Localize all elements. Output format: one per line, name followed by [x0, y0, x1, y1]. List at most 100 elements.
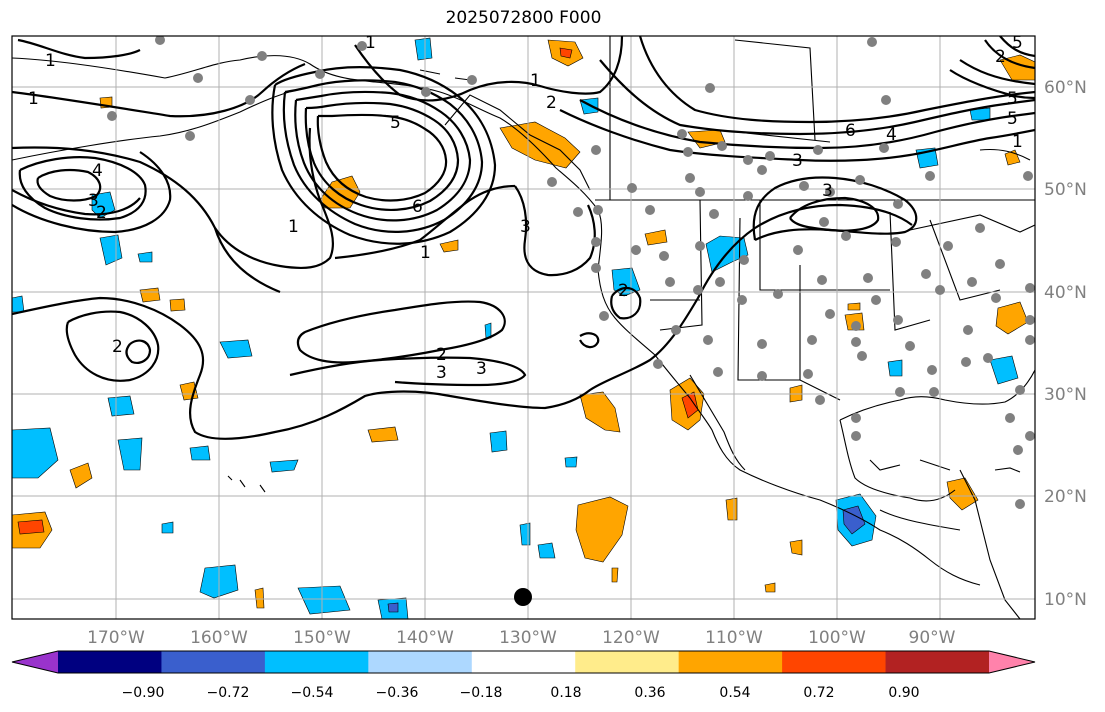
- contour-label: 1: [45, 51, 56, 71]
- latitude-label: 10°N: [1044, 590, 1087, 610]
- positive-anomaly-patch: [169, 298, 186, 312]
- negative-anomaly-patch: [269, 459, 299, 473]
- contour-labels: 1 1 1 1 1 1 1 2 2 2 2 2 2 3 3 3 3 3 3 4 …: [28, 33, 1023, 383]
- contour-label: 1: [530, 71, 541, 91]
- negative-anomaly-patch: [107, 395, 135, 417]
- contour-label: 2: [546, 93, 557, 113]
- negative-anomaly-patch: [387, 602, 399, 613]
- longitude-label: 130°W: [499, 628, 557, 648]
- positive-anomaly-patch: [946, 477, 979, 511]
- longitude-axis: 170°W 160°W 150°W 140°W 130°W 120°W 110°…: [87, 628, 956, 648]
- contour-label: 5: [390, 113, 401, 133]
- contour-label: 3: [520, 217, 531, 237]
- latitude-axis: 60°N 50°N 40°N 30°N 20°N 10°N: [1044, 78, 1087, 610]
- negative-anomaly-patch: [189, 445, 211, 461]
- contour-label: 3: [476, 359, 487, 379]
- contour-label: 3: [822, 181, 833, 201]
- colorbar-segment: [368, 651, 473, 673]
- negative-anomaly-patch: [117, 437, 143, 471]
- contour-label: 1: [365, 33, 376, 53]
- contour-label: 4: [886, 125, 897, 145]
- colorbar-tick-label: 0.72: [803, 685, 834, 701]
- contour-label: 3: [792, 151, 803, 171]
- contour-label: 1: [288, 217, 299, 237]
- contour-label: 2: [112, 337, 123, 357]
- colorbar-segment: [575, 651, 680, 673]
- positive-anomaly-patch: [847, 302, 861, 311]
- colorbar-tick-label: 0.18: [550, 685, 581, 701]
- negative-anomaly-patch: [564, 456, 578, 468]
- latitude-label: 40°N: [1044, 283, 1087, 303]
- colorbar-tick-label: −0.90: [122, 685, 165, 701]
- colorbar: [11, 650, 1036, 674]
- colorbar-tick-label: −0.36: [376, 685, 419, 701]
- positive-anomaly-patch: [439, 239, 459, 253]
- anomaly-shading: [12, 37, 1035, 619]
- negative-anomaly-patch: [137, 251, 153, 263]
- colorbar-segment: [58, 651, 162, 673]
- longitude-label: 160°W: [190, 628, 248, 648]
- map-frame: [11, 35, 1036, 620]
- colorbar-outline: [11, 650, 1036, 674]
- negative-anomaly-patch: [219, 339, 253, 359]
- colorbar-tick-label: 0.90: [888, 685, 919, 701]
- contour-label: 1: [420, 243, 431, 263]
- longitude-label: 140°W: [396, 628, 454, 648]
- longitude-label: 170°W: [87, 628, 145, 648]
- negative-anomaly-patch: [12, 427, 59, 479]
- colorbar-segment: [885, 651, 990, 673]
- positive-anomaly-patch: [139, 287, 161, 303]
- positive-anomaly-patch: [725, 497, 738, 521]
- negative-anomaly-patch: [161, 521, 174, 534]
- negative-anomaly-patch: [989, 355, 1019, 385]
- colorbar-segment: [264, 651, 369, 673]
- marker-point: [514, 588, 532, 606]
- colorbar-tick-labels: −0.90 −0.72 −0.54 −0.36 −0.18 0.18 0.36 …: [122, 685, 920, 701]
- graticule: [12, 36, 1035, 619]
- positive-anomaly-patch: [579, 391, 621, 433]
- positive-anomaly-patch: [559, 47, 573, 59]
- contour-label: 3: [436, 363, 447, 383]
- negative-anomaly-patch: [887, 359, 903, 377]
- colorbar-tick-label: 0.36: [634, 685, 665, 701]
- colorbar-tick-label: −0.18: [460, 685, 503, 701]
- longitude-label: 110°W: [705, 628, 763, 648]
- positive-anomaly-patch: [575, 496, 629, 563]
- colorbar-extend-max: [989, 651, 1035, 673]
- longitude-label: 120°W: [602, 628, 660, 648]
- contour-label: 2: [96, 203, 107, 223]
- colorbar-segment: [161, 651, 266, 673]
- negative-anomaly-patch: [12, 295, 25, 313]
- contour-label: 6: [412, 197, 423, 217]
- contour-label: 2: [436, 345, 447, 365]
- observation-stations: [107, 36, 1035, 509]
- positive-anomaly-patch: [17, 519, 45, 535]
- negative-anomaly-patch: [484, 322, 492, 339]
- positive-anomaly-patch: [995, 301, 1029, 335]
- colorbar-tick-label: −0.72: [207, 685, 250, 701]
- latitude-label: 60°N: [1044, 78, 1087, 98]
- colorbar-segment: [471, 651, 576, 673]
- positive-anomaly-patch: [499, 121, 581, 169]
- contour-label: 5: [1007, 89, 1018, 109]
- longitude-label: 150°W: [293, 628, 351, 648]
- latitude-label: 30°N: [1044, 385, 1087, 405]
- colorbar-extend-min: [12, 651, 58, 673]
- negative-anomaly-patch: [489, 430, 508, 453]
- contour-label: 2: [995, 47, 1006, 67]
- contour-label: 1: [28, 89, 39, 109]
- negative-anomaly-patch: [297, 585, 351, 615]
- positive-anomaly-patch: [644, 229, 668, 246]
- positive-anomaly-patch: [789, 539, 803, 556]
- positive-anomaly-patch: [254, 587, 265, 609]
- contour-label: 5: [1012, 33, 1023, 53]
- contour-label: 4: [92, 161, 103, 181]
- longitude-label: 90°W: [909, 628, 956, 648]
- positive-anomaly-patch: [367, 426, 399, 443]
- latitude-label: 50°N: [1044, 180, 1087, 200]
- map-title: 2025072800 F000: [445, 8, 602, 28]
- colorbar-segment: [678, 651, 783, 673]
- negative-anomaly-patch: [537, 542, 556, 559]
- negative-anomaly-patch: [414, 37, 433, 61]
